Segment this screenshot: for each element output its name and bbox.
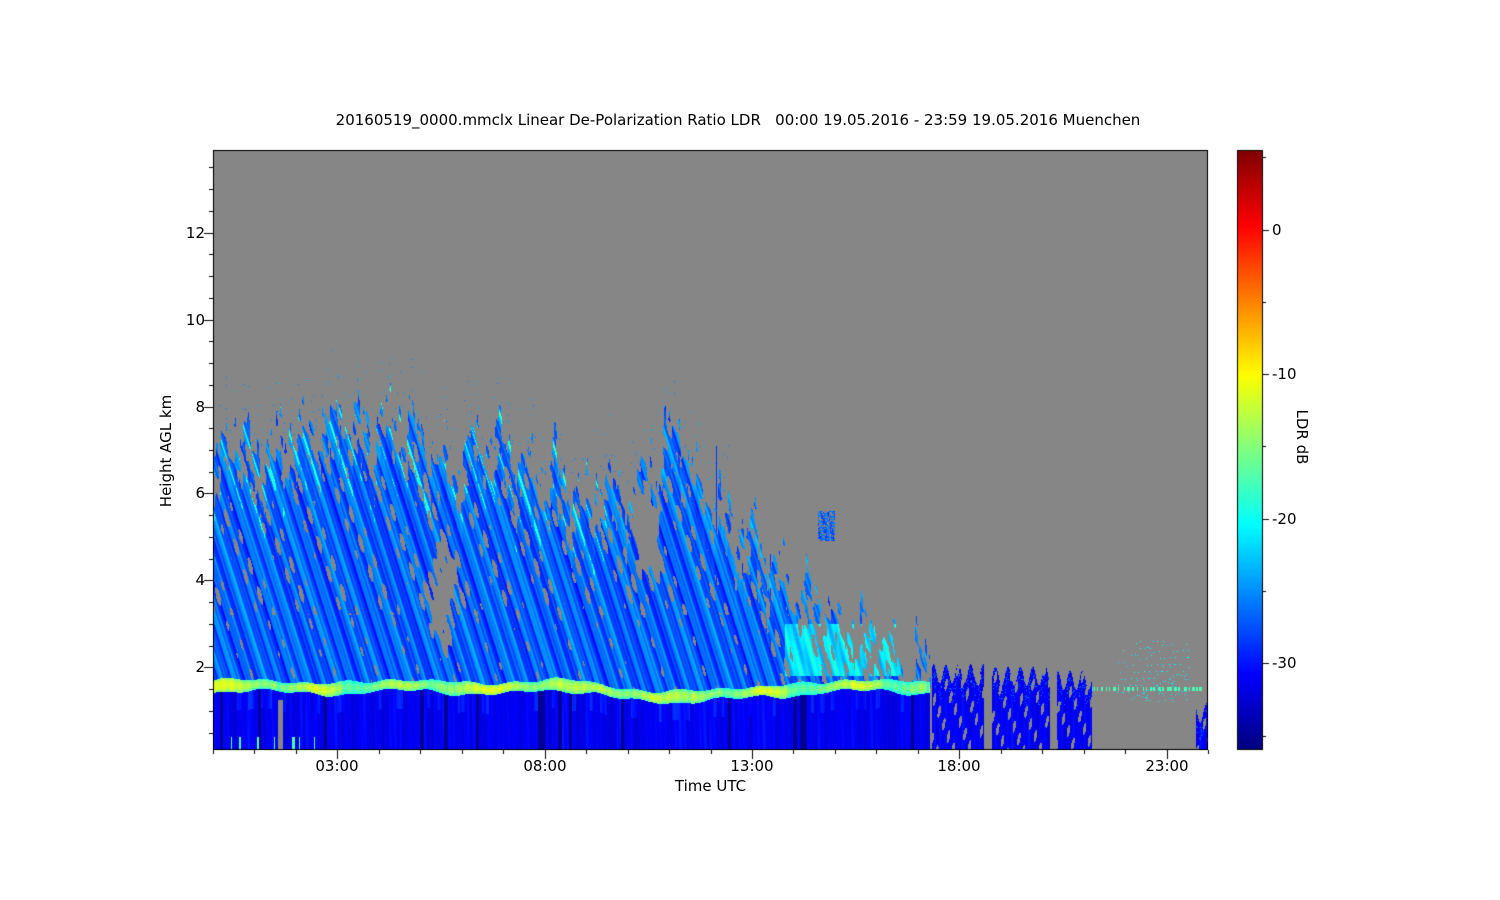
colorbar-tick-label: -30 xyxy=(1272,654,1297,672)
x-tick-label: 13:00 xyxy=(730,757,774,775)
colorbar-tick-label: -20 xyxy=(1272,510,1297,528)
x-tick-label: 03:00 xyxy=(315,757,359,775)
x-axis-label: Time UTC xyxy=(674,777,747,795)
y-tick-label: 4 xyxy=(195,571,205,589)
y-tick-label: 10 xyxy=(185,311,205,329)
x-tick-label: 18:00 xyxy=(937,757,981,775)
colorbar-tick-label: -10 xyxy=(1272,365,1297,383)
y-tick-label: 12 xyxy=(185,224,205,242)
x-tick-label: 23:00 xyxy=(1145,757,1189,775)
y-tick-label: 2 xyxy=(195,658,205,676)
y-tick-label: 8 xyxy=(195,398,205,416)
y-tick-label: 6 xyxy=(195,484,205,502)
y-axis-label: Height AGL km xyxy=(157,394,175,508)
x-tick-label: 08:00 xyxy=(523,757,567,775)
colorbar-tick-label: 0 xyxy=(1272,221,1282,239)
colorbar-label: LDR dB xyxy=(1293,409,1311,465)
